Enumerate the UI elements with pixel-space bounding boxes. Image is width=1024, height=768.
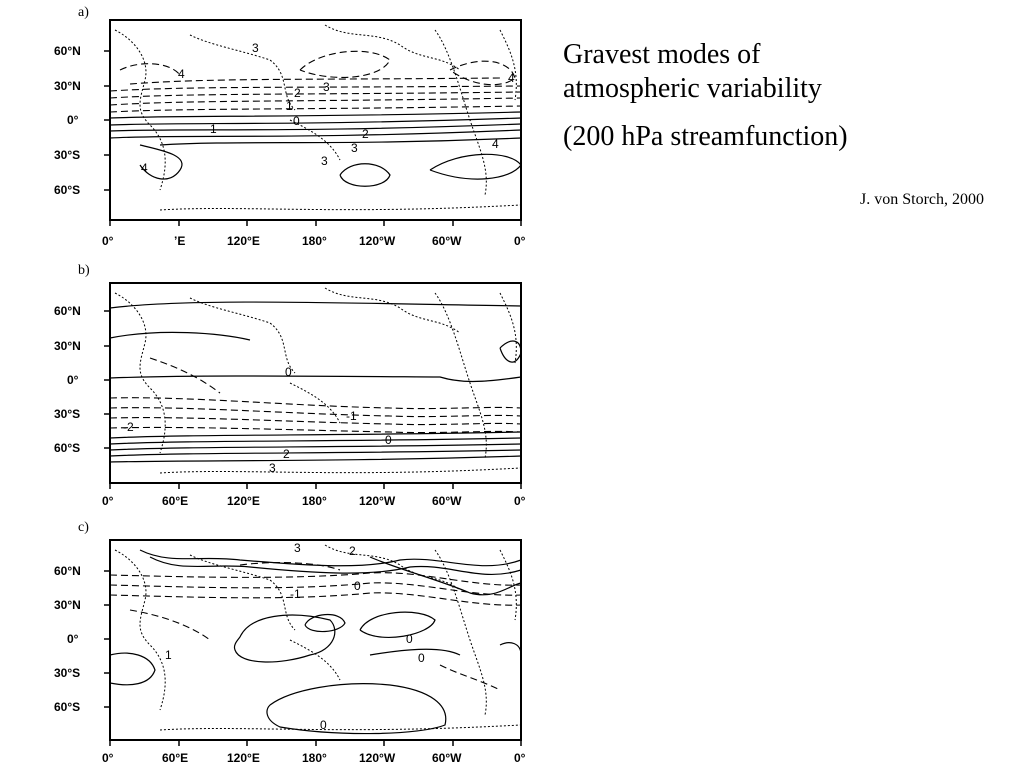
y-tick-60n: 60°N <box>54 44 81 58</box>
contour-label: 3 <box>252 41 259 55</box>
credit: J. von Storch, 2000 <box>860 191 984 208</box>
x-tick-0: 0° <box>102 234 114 248</box>
x-tick-60w: 60°W <box>432 494 462 508</box>
contour-label: 3 <box>269 461 276 475</box>
contour-label: 0 <box>285 365 292 379</box>
contour-lines <box>109 301 522 463</box>
x-tick-180: 180° <box>302 751 327 765</box>
y-tick-30n: 30°N <box>54 79 81 93</box>
contour-label: 2 <box>362 127 369 141</box>
panel-c: c) 60°N 30°N 0° 30°S 60°S 0° 60°E 120°E … <box>40 515 540 768</box>
y-tick-0: 0° <box>67 632 79 646</box>
x-tick-60w: 60°W <box>432 751 462 765</box>
contour-lines <box>109 111 522 187</box>
subtitle: (200 hPa streamfunction) <box>563 121 848 152</box>
map-panel-a: 60°N 30°N 0° 30°S 60°S 0° ʼE 120°E 180° … <box>54 19 526 248</box>
map-panel-b: 60°N 30°N 0° 30°S 60°S 0° 60°E 120°E 180… <box>54 282 526 508</box>
y-tick-60n: 60°N <box>54 564 81 578</box>
contour-lines-dashed <box>109 561 522 691</box>
map-frame <box>109 539 522 741</box>
contour-label: 3 <box>294 541 301 555</box>
contour-label: 0 <box>385 433 392 447</box>
x-tick-180: 180° <box>302 494 327 508</box>
contour-label: 0 <box>418 651 425 665</box>
x-tick-0-end: 0° <box>514 751 526 765</box>
x-tick-60e: ʼE <box>174 234 185 248</box>
y-tick-60s: 60°S <box>54 183 80 197</box>
contour-label: 2 <box>349 544 356 558</box>
y-tick-60s: 60°S <box>54 441 80 455</box>
contour-label: -2 <box>123 420 134 434</box>
title-line-2: atmospheric variability <box>563 73 822 104</box>
contour-label: 3 <box>321 154 328 168</box>
y-tick-30n: 30°N <box>54 339 81 353</box>
x-tick-0: 0° <box>102 494 114 508</box>
x-tick-120w: 120°W <box>359 494 396 508</box>
y-tick-30s: 30°S <box>54 407 80 421</box>
contour-label: 0 <box>354 579 361 593</box>
contour-label: -1 <box>346 409 357 423</box>
contour-label: 2 <box>294 86 301 100</box>
y-tick-30s: 30°S <box>54 666 80 680</box>
contour-lines-dashed <box>109 357 522 434</box>
x-tick-120w: 120°W <box>359 234 396 248</box>
panel-label: a) <box>78 5 89 20</box>
map-panel-c: 60°N 30°N 0° 30°S 60°S 0° 60°E 120°E 180… <box>54 539 526 765</box>
y-tick-30s: 30°S <box>54 148 80 162</box>
contour-lines-dashed <box>109 50 522 113</box>
contour-lines <box>109 549 522 735</box>
y-tick-60s: 60°S <box>54 700 80 714</box>
x-tick-0-end: 0° <box>514 494 526 508</box>
contour-label: 4 <box>508 71 515 85</box>
title-line-1: Gravest modes of <box>563 39 761 70</box>
x-tick-120e: 120°E <box>227 751 260 765</box>
panel-b: b) 60°N 30°N 0° 30°S 60°S 0° 60°E 120°E … <box>40 258 540 513</box>
contour-label: 1 <box>286 99 293 113</box>
contour-label: 3 <box>351 141 358 155</box>
y-tick-60n: 60°N <box>54 304 81 318</box>
contour-label: 1 <box>165 648 172 662</box>
x-tick-120e: 120°E <box>227 234 260 248</box>
contour-label: -1 <box>290 587 301 601</box>
coastlines <box>114 544 521 731</box>
contour-label: 1 <box>210 122 217 136</box>
x-tick-60w: 60°W <box>432 234 462 248</box>
contour-label: 4 <box>492 137 499 151</box>
x-tick-60e: 60°E <box>162 751 188 765</box>
contour-label: 2 <box>283 447 290 461</box>
panel-a: a) 60°N 30°N 0° 30°S 60°S 0° ʼE 120°E 18… <box>40 0 540 255</box>
x-tick-180: 180° <box>302 234 327 248</box>
coastlines <box>114 24 521 211</box>
panel-label: c) <box>78 520 89 535</box>
x-tick-0-end: 0° <box>514 234 526 248</box>
y-tick-0: 0° <box>67 113 79 127</box>
title-block: Gravest modes of atmospheric variability… <box>563 38 1003 154</box>
contour-label: 0 <box>406 632 413 646</box>
y-tick-0: 0° <box>67 373 79 387</box>
contour-label: 4 <box>178 67 185 81</box>
panel-label: b) <box>78 263 90 278</box>
x-tick-60e: 60°E <box>162 494 188 508</box>
contour-label: 3 <box>323 80 330 94</box>
coastlines <box>114 287 521 474</box>
x-tick-120e: 120°E <box>227 494 260 508</box>
x-tick-0: 0° <box>102 751 114 765</box>
y-tick-30n: 30°N <box>54 598 81 612</box>
contour-label: 4 <box>141 161 148 175</box>
contour-label: 0 <box>293 114 300 128</box>
contour-label: 0 <box>320 718 327 732</box>
x-tick-120w: 120°W <box>359 751 396 765</box>
